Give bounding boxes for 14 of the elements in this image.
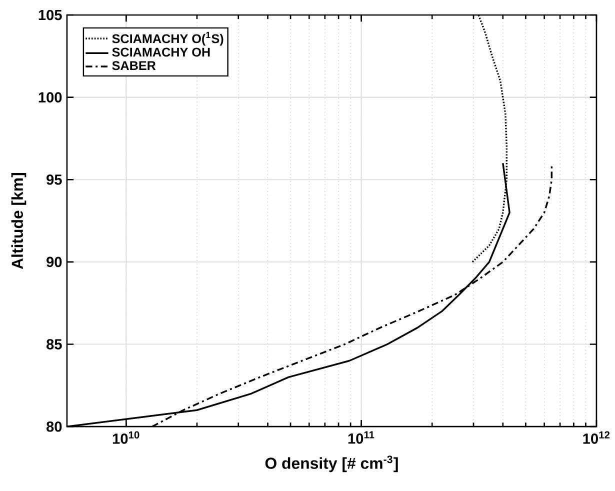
legend-label: SCIAMACHY O($^{1}$S) <box>112 32 224 46</box>
y-tick-label: 80 <box>46 422 62 432</box>
y-tick-label: 100 <box>38 92 62 103</box>
y-tick-label: 105 <box>38 10 62 20</box>
legend-label: SCIAMACHY OH <box>112 48 210 57</box>
x-axis-title: O density [# cm$^{-3}$] <box>265 456 398 472</box>
x-tick-label: 10$^{10}$ <box>112 432 140 444</box>
y-tick-label: 85 <box>46 339 62 350</box>
y-tick-label: 95 <box>46 174 62 186</box>
y-axis-title: Altitude [km] <box>11 173 26 270</box>
y-tick-label: 90 <box>46 257 62 268</box>
legend-label: SABER <box>112 61 156 70</box>
x-tick-label: 10$^{11}$ <box>348 432 374 444</box>
x-tick-label: 10$^{12}$ <box>583 432 610 444</box>
